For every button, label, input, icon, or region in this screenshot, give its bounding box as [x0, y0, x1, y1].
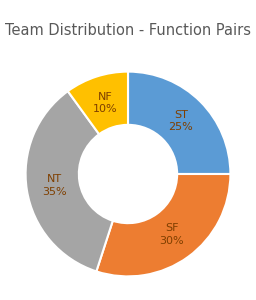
Title: Team Distribution - Function Pairs: Team Distribution - Function Pairs: [5, 23, 251, 38]
Wedge shape: [68, 72, 128, 134]
Text: NT
35%: NT 35%: [42, 175, 67, 197]
Wedge shape: [128, 72, 230, 174]
Text: ST
25%: ST 25%: [168, 110, 193, 132]
Wedge shape: [96, 174, 230, 276]
Wedge shape: [26, 91, 113, 272]
Text: NF
10%: NF 10%: [93, 92, 117, 114]
Text: SF
30%: SF 30%: [160, 223, 184, 246]
